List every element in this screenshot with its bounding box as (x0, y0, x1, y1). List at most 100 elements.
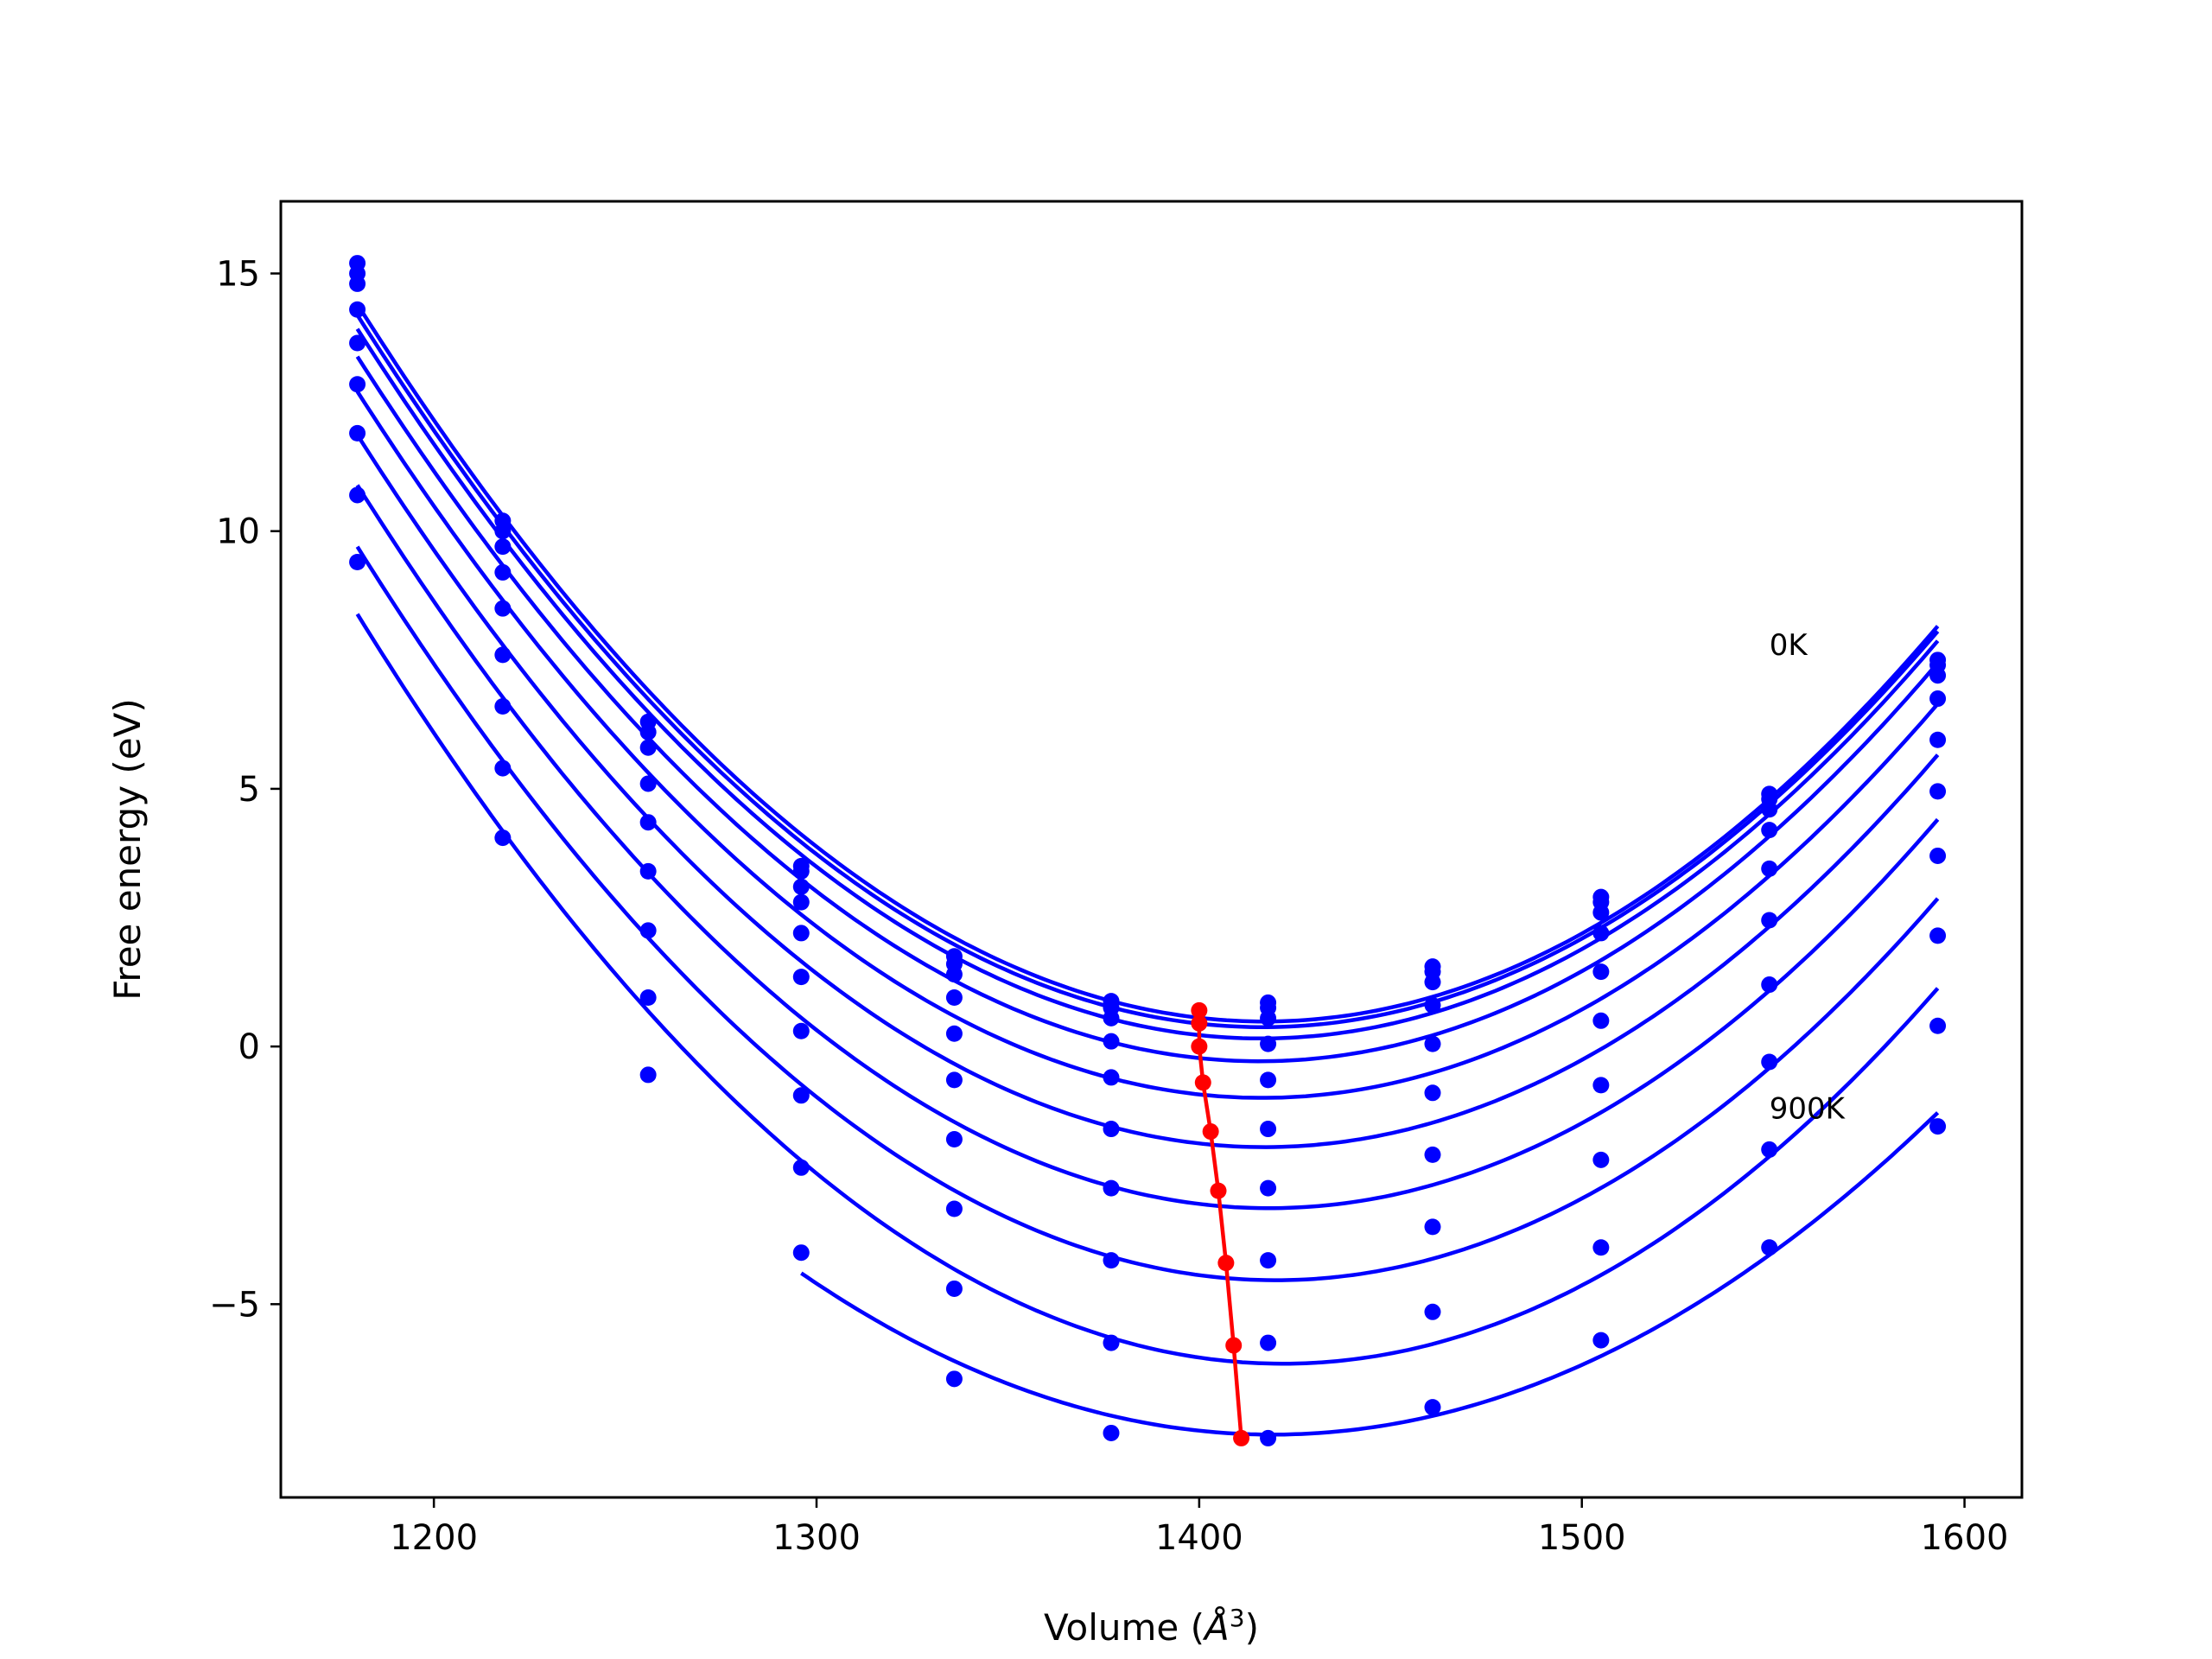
fit-curve (355, 613, 1940, 1366)
data-point (1424, 1084, 1441, 1102)
data-point (1929, 847, 1947, 864)
data-point (1424, 1035, 1441, 1052)
fit-curve (355, 390, 1940, 1100)
x-tick-label: 1200 (390, 1518, 478, 1558)
data-point (1761, 1239, 1778, 1256)
data-point (792, 1244, 810, 1262)
data-point (1761, 860, 1778, 877)
fit-curve (800, 1111, 1940, 1437)
data-point (639, 814, 657, 831)
x-tick-label: 1600 (1921, 1518, 2009, 1558)
data-point (1103, 1121, 1120, 1138)
annotations: 0K 900K (1770, 628, 1847, 1127)
data-point (1260, 1334, 1277, 1351)
data-point (639, 723, 657, 741)
data-point (1929, 667, 1947, 684)
fit-curve (355, 327, 1940, 1041)
temperature-annotation: 0K (1770, 628, 1809, 663)
minimum-point (1191, 1001, 1208, 1019)
data-point (1761, 801, 1778, 818)
fit-curve (355, 545, 1940, 1282)
data-point (1592, 1151, 1610, 1168)
data-point (494, 563, 512, 581)
x-axis-label: Volume (Å3) (1044, 1604, 1259, 1649)
data-point (945, 988, 963, 1006)
data-point (349, 275, 366, 292)
data-point (1761, 1141, 1778, 1158)
data-point (1424, 974, 1441, 991)
minimum-point (1191, 1038, 1208, 1055)
data-point (1424, 1218, 1441, 1236)
data-point (792, 969, 810, 986)
data-point (494, 830, 512, 847)
fit-curve (355, 302, 1940, 1024)
data-point (1592, 1012, 1610, 1029)
x-tick-label: 1300 (772, 1518, 861, 1558)
y-axis: 15 10 5 0 −5 (209, 254, 281, 1325)
data-point (1424, 1303, 1441, 1320)
axes-frame (279, 200, 2024, 1499)
minimum-point (1217, 1255, 1235, 1272)
data-point (792, 1159, 810, 1176)
data-point (1260, 1009, 1277, 1027)
data-point (1929, 731, 1947, 748)
minimum-point (1194, 1074, 1211, 1091)
data-point (945, 1280, 963, 1297)
data-point (494, 538, 512, 556)
data-point (792, 1022, 810, 1039)
data-point (1260, 1071, 1277, 1089)
data-point (945, 1200, 963, 1217)
data-point (349, 553, 366, 570)
minimum-point (1233, 1429, 1250, 1446)
data-point (792, 1087, 810, 1104)
data-point (1103, 1069, 1120, 1086)
data-point (1929, 1017, 1947, 1034)
data-point (1103, 1179, 1120, 1197)
data-point (639, 1066, 657, 1084)
data-point (1260, 1035, 1277, 1052)
y-tick-label: 5 (238, 770, 260, 810)
data-point (639, 988, 657, 1006)
data-point (1929, 690, 1947, 708)
data-point (1592, 904, 1610, 921)
data-point (1103, 1424, 1120, 1441)
data-point (349, 486, 366, 504)
data-point (494, 600, 512, 617)
data-point (494, 646, 512, 664)
y-tick-label: −5 (209, 1285, 260, 1325)
temperature-annotation: 900K (1770, 1092, 1847, 1127)
data-point (1929, 783, 1947, 800)
data-point (1103, 1252, 1120, 1269)
data-point (1260, 1252, 1277, 1269)
x-tick-label: 1400 (1155, 1518, 1243, 1558)
data-point (1260, 1429, 1277, 1446)
data-point (1929, 1118, 1947, 1135)
data-point (1103, 1009, 1120, 1027)
data-point (1260, 1121, 1277, 1138)
data-point (1424, 1146, 1441, 1163)
x-axis: 1200 1300 1400 1500 1600 (390, 1497, 2008, 1558)
minimum-point (1202, 1123, 1219, 1141)
data-point (1761, 822, 1778, 839)
fit-curve (355, 314, 1940, 1029)
data-point (792, 893, 810, 911)
y-tick-label: 15 (216, 254, 260, 294)
data-point (1103, 1033, 1120, 1050)
y-tick-label: 0 (238, 1027, 260, 1067)
data-point (1592, 1239, 1610, 1256)
data-point (945, 1130, 963, 1147)
data-point (1592, 1332, 1610, 1349)
data-point (945, 1370, 963, 1388)
fit-curve (355, 434, 1940, 1149)
data-point (494, 760, 512, 777)
minimum-point (1225, 1337, 1243, 1354)
data-point (494, 697, 512, 715)
data-point (1424, 1399, 1441, 1416)
fit-curve (355, 484, 1940, 1211)
data-point (1761, 912, 1778, 929)
minimum-point (1210, 1182, 1227, 1199)
data-point (349, 424, 366, 442)
x-tick-label: 1500 (1538, 1518, 1626, 1558)
